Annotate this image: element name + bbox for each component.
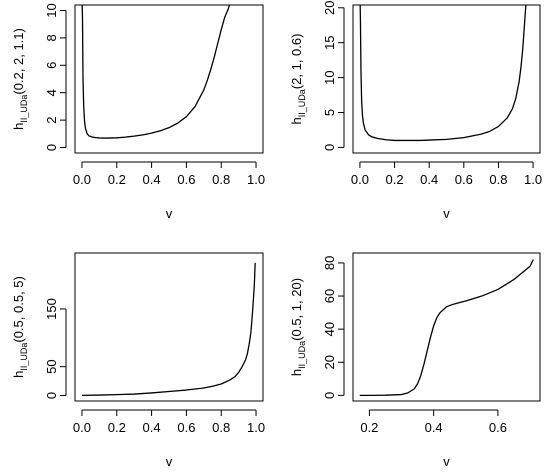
y-axis-label-sub: II_UDa	[297, 89, 307, 117]
x-axis-label: v	[166, 206, 173, 221]
y-axis-label: hII_UDa(0.2, 2, 1.1)	[11, 28, 29, 130]
y-axis-label-main: h	[289, 369, 304, 376]
y-tick-label: 20	[322, 1, 337, 15]
y-tick-label: 6	[44, 62, 59, 69]
plot-frame	[352, 4, 541, 154]
x-tick-label: 1.0	[524, 172, 542, 187]
y-axis-label-args: (2, 1, 0.6)	[289, 34, 304, 90]
y-tick-label: 50	[44, 359, 59, 373]
y-tick-label: 8	[44, 34, 59, 41]
x-tick-label: 0.0	[73, 420, 91, 435]
series-line-1	[359, 5, 527, 142]
x-tick-label: 0.6	[177, 420, 195, 435]
x-tick-label: 0.6	[177, 172, 195, 187]
chart-panel-3: 0.0 0.2 0.4 0.6 0.8 1.0 0 50 150 v hII_UDa(0.5, 0.…	[11, 252, 265, 469]
x-tick-label: 0.0	[73, 172, 91, 187]
x-tick-label: 0.2	[360, 420, 378, 435]
y-axis-label-args: (0.2, 2, 1.1)	[11, 28, 26, 94]
y-axis-label-sub: II_UDa	[19, 343, 29, 371]
y-axis-label-main: h	[289, 117, 304, 124]
y-axis-label: hII_UDa(0.5, 0.5, 5)	[11, 276, 29, 378]
x-tick-label: 1.0	[247, 172, 265, 187]
y-tick-label: 150	[44, 298, 59, 320]
y-axis-label-args: (0.5, 1, 20)	[289, 278, 304, 341]
x-tick-label: 0.2	[108, 420, 126, 435]
y-tick-label: 0	[322, 392, 337, 399]
y-tick-label: 0	[322, 144, 337, 151]
y-tick-label: 10	[322, 70, 337, 84]
y-axis-label-main: h	[11, 123, 26, 130]
x-tick-label: 0.4	[420, 172, 438, 187]
x-tick-label: 0.6	[455, 172, 473, 187]
y-tick-label: 10	[44, 3, 59, 17]
x-axis-label: v	[166, 454, 173, 469]
x-tick-label: 0.0	[351, 172, 369, 187]
x-tick-label: 0.4	[425, 420, 443, 435]
chart-panel-1: 0.0 0.2 0.4 0.6 0.8 1.0 0 2 4 6 8 10 v hII_UDa(0.2, 2…	[11, 3, 265, 221]
plot-frame	[74, 4, 264, 154]
x-axis-label: v	[443, 206, 450, 221]
x-axis-label: v	[443, 454, 450, 469]
y-axis-label-args: (0.5, 0.5, 5)	[11, 276, 26, 342]
series-line-1	[81, 262, 256, 396]
x-tick-label: 0.8	[212, 420, 230, 435]
x-tick-label: 0.4	[143, 420, 161, 435]
series-line-1	[359, 259, 534, 397]
series-line-1	[81, 5, 231, 139]
y-tick-label: 0	[44, 144, 59, 151]
chart-panel-4: 0.2 0.4 0.6 0 20 40 60 80 v hII_UDa(0.5, 1, 20)	[289, 252, 541, 469]
y-axis-label-sub: II_UDa	[19, 95, 29, 123]
x-tick-label: 0.8	[212, 172, 230, 187]
plot-frame	[74, 252, 264, 402]
y-tick-label: 0	[44, 392, 59, 399]
y-tick-label: 2	[44, 116, 59, 123]
x-tick-label: 0.6	[489, 420, 507, 435]
x-tick-label: 0.2	[108, 172, 126, 187]
y-tick-label: 60	[322, 289, 337, 303]
y-axis-label: hII_UDa(0.5, 1, 20)	[289, 278, 307, 376]
y-axis-label-sub: II_UDa	[297, 341, 307, 369]
y-tick-label: 4	[44, 89, 59, 96]
chart-panel-2: 0.0 0.2 0.4 0.6 0.8 1.0 0 5 10 15 20 v hII_UDa(2, 1,…	[289, 1, 542, 221]
x-tick-label: 0.4	[143, 172, 161, 187]
x-tick-label: 1.0	[247, 420, 265, 435]
y-tick-label: 20	[322, 355, 337, 369]
y-tick-label: 5	[322, 109, 337, 116]
y-axis-label-main: h	[11, 371, 26, 378]
x-tick-label: 0.2	[386, 172, 404, 187]
y-tick-label: 80	[322, 256, 337, 270]
y-axis-label: hII_UDa(2, 1, 0.6)	[289, 34, 307, 125]
y-tick-label: 15	[322, 35, 337, 49]
x-tick-label: 0.8	[489, 172, 507, 187]
plot-frame	[352, 252, 541, 402]
y-tick-label: 40	[322, 322, 337, 336]
